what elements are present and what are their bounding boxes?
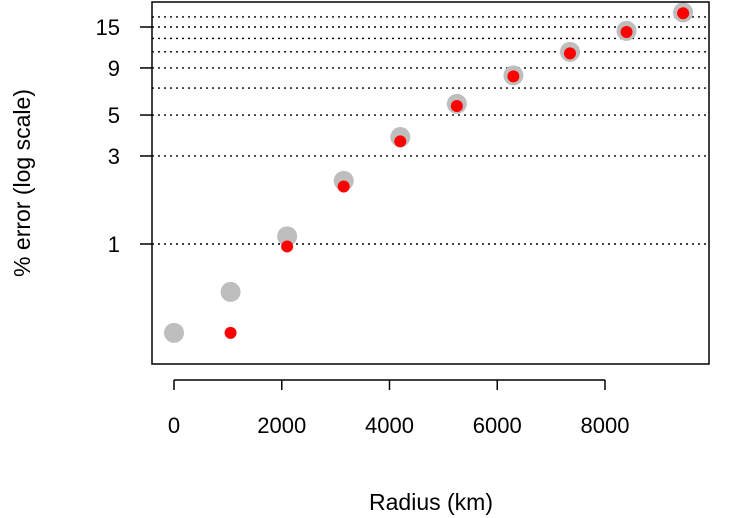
plot-frame xyxy=(151,1,710,365)
data-points xyxy=(164,2,694,343)
x-axis-title: Radius (km) xyxy=(369,489,493,515)
red-point xyxy=(394,135,407,148)
y-axis: 1 3 5 9 15 xyxy=(96,15,152,257)
x-tick-label: 6000 xyxy=(473,413,522,438)
red-point xyxy=(281,240,294,253)
grid-lines xyxy=(152,16,709,245)
x-tick-label: 2000 xyxy=(257,413,306,438)
y-axis-title: % error (log scale) xyxy=(9,89,35,277)
red-point xyxy=(677,7,690,20)
gray-point xyxy=(220,281,241,302)
y-tick-label: 1 xyxy=(108,232,120,257)
y-tick-label: 9 xyxy=(108,56,120,81)
x-axis: 0 2000 4000 6000 8000 xyxy=(168,379,630,438)
y-tick-label: 3 xyxy=(108,144,120,169)
x-tick-label: 0 xyxy=(168,413,180,438)
gray-point xyxy=(277,226,298,247)
red-point xyxy=(563,47,576,60)
x-tick-label: 4000 xyxy=(365,413,414,438)
red-point xyxy=(450,99,463,112)
gray-point xyxy=(164,322,184,343)
red-point xyxy=(507,70,520,83)
y-tick-label: 15 xyxy=(96,15,120,40)
x-tick-label: 8000 xyxy=(581,413,630,438)
red-point xyxy=(224,326,237,339)
y-tick-label: 5 xyxy=(108,103,120,128)
red-point xyxy=(337,180,350,193)
red-point xyxy=(620,25,633,38)
